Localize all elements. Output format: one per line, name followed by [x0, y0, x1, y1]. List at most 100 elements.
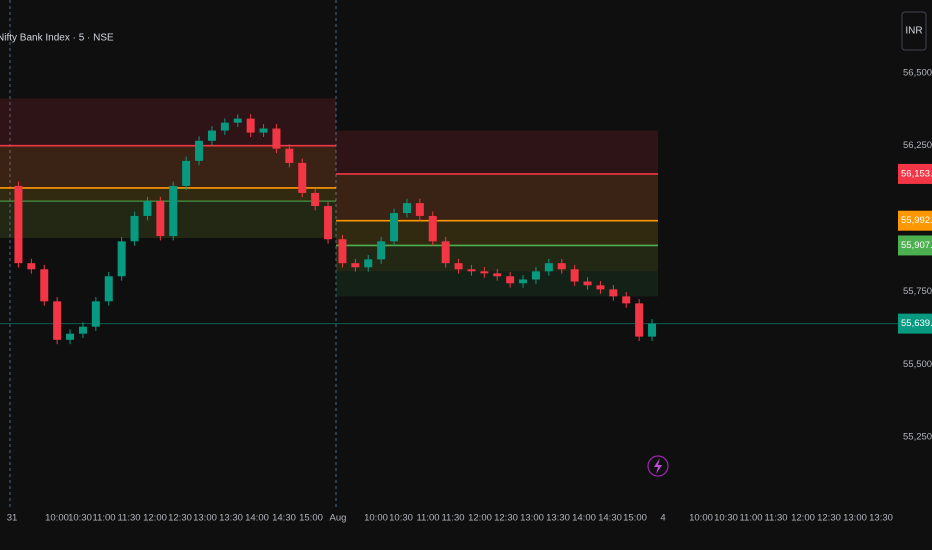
level-band — [336, 130, 658, 174]
x-tick-label: 31 — [7, 513, 18, 524]
candle-body — [544, 263, 553, 272]
x-tick-label: 13:00 — [843, 513, 867, 524]
level-band — [336, 245, 658, 272]
candle-body — [78, 326, 87, 334]
candle-body — [338, 239, 347, 264]
candle-body — [583, 281, 592, 286]
y-tick-label: 56,250.00 — [903, 140, 932, 151]
x-tick-label: 10:00 — [364, 513, 388, 524]
candle-body — [91, 301, 100, 327]
candle-body — [454, 263, 463, 270]
candle-body — [480, 271, 489, 274]
candle-body — [596, 285, 605, 290]
level-band — [336, 173, 658, 221]
x-tick-label: 14:30 — [272, 513, 296, 524]
x-tick-label: 13:30 — [546, 513, 570, 524]
x-tick-label: 11:00 — [739, 513, 762, 524]
candle-body — [143, 201, 152, 216]
x-tick-label: 10:30 — [68, 513, 92, 524]
candle-body — [648, 323, 657, 337]
x-tick-label: 12:30 — [817, 513, 841, 524]
candle-body — [415, 203, 424, 216]
candle-body — [104, 276, 113, 302]
candle-body — [506, 276, 515, 284]
x-tick-label: 13:30 — [869, 513, 893, 524]
candle-body — [14, 185, 23, 264]
x-tick-label: 10:00 — [689, 513, 713, 524]
lightning-icon[interactable] — [647, 455, 669, 477]
candle-body — [493, 273, 502, 277]
candle-body — [635, 303, 644, 337]
x-tick-label: 12:00 — [468, 513, 492, 524]
candle-body — [53, 301, 62, 340]
x-tick-label: 15:00 — [623, 513, 647, 524]
candle-body — [570, 269, 579, 282]
candle-body — [377, 241, 386, 260]
x-tick-label: 10:30 — [714, 513, 738, 524]
last-price-label: 55,639.55 — [901, 318, 932, 329]
candle-body — [259, 128, 268, 133]
candle-body — [40, 269, 49, 302]
y-tick-label: 55,250.00 — [903, 432, 932, 443]
x-tick-label: 11:30 — [117, 513, 140, 524]
candle-body — [557, 263, 566, 270]
x-tick-label: 13:00 — [520, 513, 544, 524]
candle-body — [272, 128, 281, 149]
x-tick-label: 11:30 — [441, 513, 464, 524]
candle-body — [246, 118, 255, 133]
level-band — [0, 98, 336, 146]
x-tick-label: 14:00 — [245, 513, 269, 524]
candle-body — [298, 162, 307, 193]
level-band — [336, 220, 658, 246]
x-tick-label: 11:00 — [92, 513, 115, 524]
currency-label[interactable]: INR — [905, 26, 922, 37]
price-badge — [898, 210, 932, 231]
candle-body — [390, 213, 399, 242]
level-band — [0, 201, 336, 239]
y-tick-label: 55,500.00 — [903, 359, 932, 370]
x-tick-label: 14:30 — [598, 513, 622, 524]
level-band — [0, 187, 336, 202]
candle-body — [519, 279, 528, 284]
candle-body — [130, 215, 139, 242]
candle-body — [207, 130, 216, 141]
price-badge-label: 55,907.75 — [901, 240, 932, 251]
candle-body — [195, 140, 204, 161]
x-tick-label: 14:00 — [572, 513, 596, 524]
last-price-badge — [898, 313, 932, 334]
level-band — [0, 145, 336, 188]
candle-body — [402, 203, 411, 214]
price-badge — [898, 235, 932, 256]
x-tick-label: 13:00 — [193, 513, 217, 524]
y-tick-label: 56,500.00 — [903, 67, 932, 78]
candle-body — [66, 333, 75, 340]
x-tick-label: 11:00 — [416, 513, 439, 524]
x-tick-label: 12:30 — [168, 513, 192, 524]
chart-title: Nifty Bank Index · 5 · NSE — [0, 33, 114, 44]
plot-area — [0, 98, 898, 345]
candle-body — [351, 263, 360, 268]
x-tick-label: 12:30 — [494, 513, 518, 524]
candle-body — [531, 271, 540, 280]
candle-body — [233, 118, 242, 123]
candle-body — [324, 206, 333, 240]
candle-body — [609, 289, 618, 297]
candle-body — [441, 241, 450, 264]
currency-button[interactable] — [901, 11, 927, 51]
price-badge-label: 55,992.65 — [901, 215, 932, 226]
x-tick-label: 10:30 — [389, 513, 413, 524]
candle-body — [117, 241, 126, 277]
candle-body — [285, 148, 294, 163]
y-tick-label: 55,750.00 — [903, 286, 932, 297]
candle-body — [220, 122, 229, 131]
x-tick-label: 12:00 — [143, 513, 167, 524]
candle-body — [622, 296, 631, 304]
candle-body — [156, 201, 165, 237]
x-tick-label: 11:30 — [764, 513, 787, 524]
price-badge — [898, 163, 932, 184]
candle-body — [428, 215, 437, 242]
x-tick-label: 10:00 — [45, 513, 69, 524]
x-tick-label: 4 — [660, 513, 665, 524]
x-tick-label: Aug — [330, 513, 347, 524]
